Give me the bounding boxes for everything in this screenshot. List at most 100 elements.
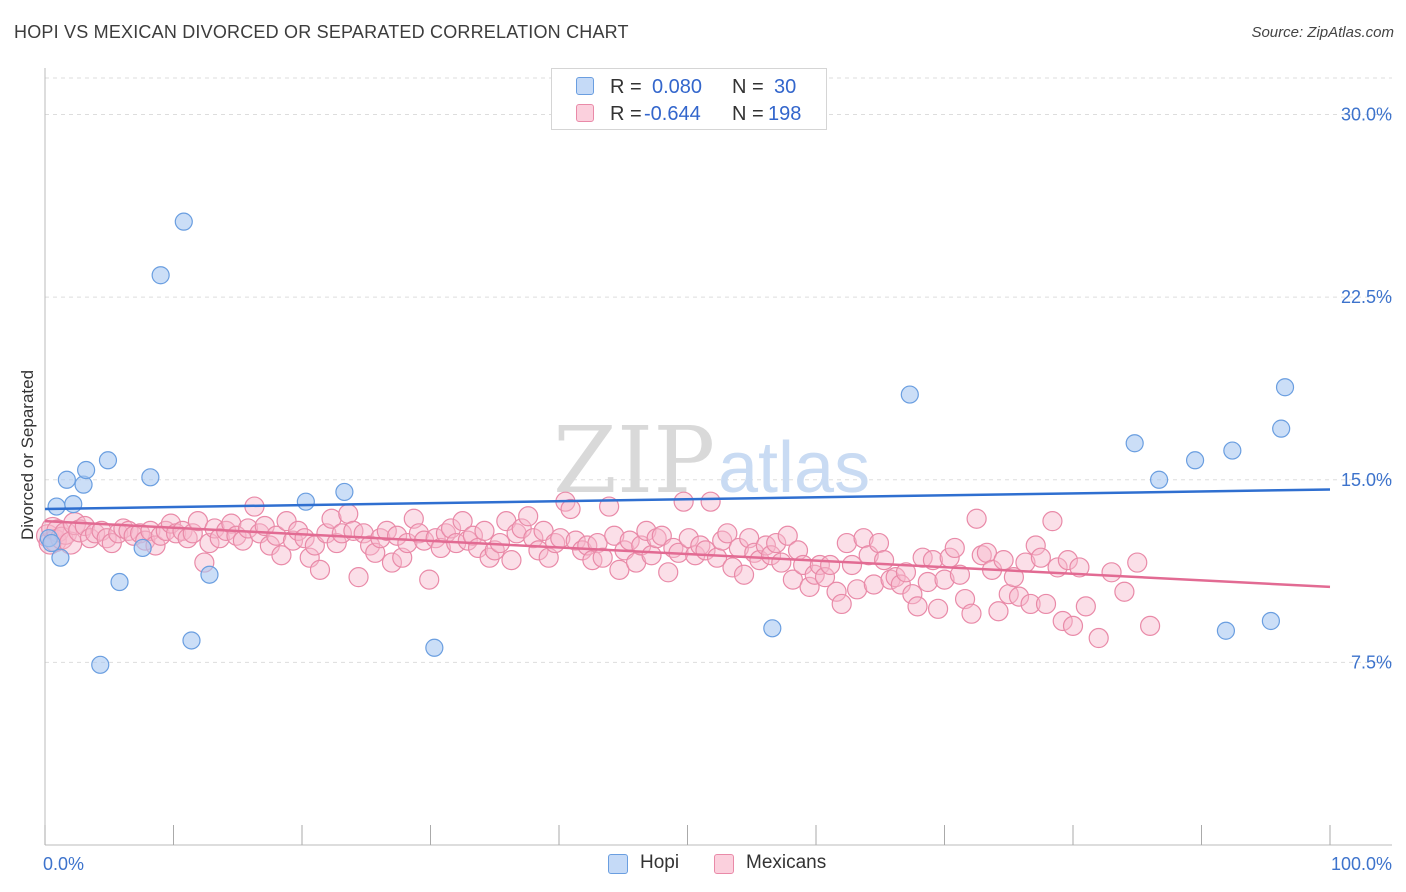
hopi-point-9 [110, 572, 129, 592]
x-tick-label-1: 100.0% [1331, 854, 1392, 874]
watermark-atlas: atlas [718, 428, 870, 508]
mexicans-point-108 [609, 559, 630, 580]
correlation-legend: R = 0.080 N = 30 R = -0.644 N = 198 [551, 68, 827, 130]
hopi-points [39, 212, 1295, 674]
mexicans-point-179 [993, 550, 1014, 571]
mexicans-point-45 [266, 525, 287, 546]
mexicans-point-129 [722, 557, 743, 578]
hopi-point-26 [1261, 611, 1280, 631]
mexicans-point-146 [814, 567, 836, 588]
mexicans-point-147 [820, 554, 841, 576]
legend-n-label: N = [732, 103, 764, 125]
mexicans-point-107 [604, 525, 625, 546]
mexicans-legend-label: Mexicans [746, 852, 827, 873]
hopi-point-19 [763, 619, 782, 638]
mexicans-point-192 [1062, 615, 1084, 636]
mexicans-point-74 [425, 528, 446, 549]
mexicans-point-199 [1139, 615, 1161, 636]
mexicans-point-53 [309, 559, 331, 580]
hopi-point-18 [425, 638, 444, 657]
hopi-legend-swatch [608, 854, 628, 874]
mexicans-point-60 [348, 567, 369, 588]
hopi-point-1 [47, 497, 66, 516]
mexicans-point-186 [1030, 547, 1051, 568]
mexicans-point-40 [237, 518, 259, 539]
mexicans-point-128 [717, 523, 738, 544]
mexicans-point-92 [523, 528, 544, 549]
trend-lines [44, 488, 1331, 589]
mexicans-point-91 [518, 506, 539, 527]
mexicans-point-99 [560, 498, 581, 520]
mexicans-point-168 [934, 569, 955, 590]
mexicans-point-9 [68, 519, 92, 543]
mexicans-point-58 [338, 503, 359, 524]
mexicans-point-46 [271, 545, 292, 566]
mexicans-point-137 [766, 532, 787, 554]
legend-mexicans-r: -0.644 [644, 103, 701, 125]
hopi-point-13 [174, 212, 193, 231]
mexicans-point-181 [1003, 567, 1024, 588]
hopi-point-20 [900, 385, 919, 404]
mexicans-point-15 [101, 532, 122, 554]
hopi-point-15 [200, 565, 219, 584]
hopi-point-16 [296, 492, 315, 511]
mexicans-point-10 [74, 515, 95, 537]
hopi-point-14 [182, 631, 201, 650]
hopi-point-2 [51, 548, 70, 567]
y-axis-title: Divorced or Separated [18, 369, 37, 541]
mexicans-point-178 [988, 601, 1009, 622]
series-legend: Hopi Mexicans [0, 852, 1406, 876]
mexicans-point-88 [501, 550, 522, 571]
hopi-point-24 [1216, 621, 1236, 640]
mexicans-point-155 [863, 574, 884, 595]
mexicans-point-115 [646, 528, 667, 549]
mexicans-point-55 [321, 508, 342, 529]
mexicans-point-162 [902, 584, 923, 605]
mexicans-point-161 [895, 562, 917, 583]
mexicans-point-73 [419, 569, 440, 590]
mexicans-point-148 [826, 581, 847, 602]
hopi-trend-line [44, 488, 1331, 511]
legend-hopi-r: 0.080 [652, 76, 703, 98]
mexicans-point-196 [1101, 562, 1122, 583]
mexicans-point-152 [847, 579, 868, 600]
hopi-point-23 [1185, 451, 1205, 470]
mexicans-point-165 [917, 571, 938, 593]
mexicans-point-163 [907, 596, 928, 617]
mexicans-point-79 [452, 511, 473, 532]
mexicans-point-31 [187, 511, 209, 532]
grid-lines [45, 77, 1392, 663]
mexicans-point-56 [326, 532, 347, 554]
legend-n-label: N = [732, 76, 764, 98]
y-tick-label-1: 15.0% [1341, 470, 1392, 490]
tick-labels: 7.5% 15.0% 22.5% 30.0% 0.0% 100.0% [43, 105, 1392, 874]
mexicans-point-125 [700, 491, 721, 512]
mexicans-point-193 [1069, 557, 1090, 578]
mexicans-point-194 [1075, 596, 1096, 617]
watermark: ZIP atlas [553, 407, 870, 514]
mexicans-swatch [576, 104, 594, 122]
legend-r-label: R = [610, 76, 642, 98]
legend-mexicans-n: 198 [768, 103, 802, 125]
mexicans-point-81 [462, 525, 484, 546]
hopi-point-11 [141, 468, 160, 487]
hopi-point-27 [1272, 419, 1291, 438]
x-tick-label-0: 0.0% [43, 854, 84, 874]
mexicans-point-120 [673, 491, 694, 512]
hopi-legend-label: Hopi [640, 852, 680, 873]
mexicans-point-166 [922, 550, 944, 571]
hopi-point-8 [98, 451, 118, 470]
mexicans-point-149 [831, 593, 852, 615]
hopi-point-28 [1275, 378, 1295, 397]
hopi-point-17 [335, 482, 354, 502]
mexicans-point-113 [636, 520, 657, 541]
legend-hopi-n: 30 [774, 76, 797, 98]
mexicans-point-190 [1052, 610, 1073, 632]
mexicans-point-138 [771, 552, 792, 573]
mexicans-point-83 [474, 520, 495, 541]
mexicans-point-157 [874, 550, 895, 571]
mexicans-point-131 [733, 564, 755, 585]
mexicans-point-150 [836, 532, 857, 554]
hopi-point-29 [42, 533, 61, 553]
mexicans-legend-swatch [714, 854, 734, 874]
